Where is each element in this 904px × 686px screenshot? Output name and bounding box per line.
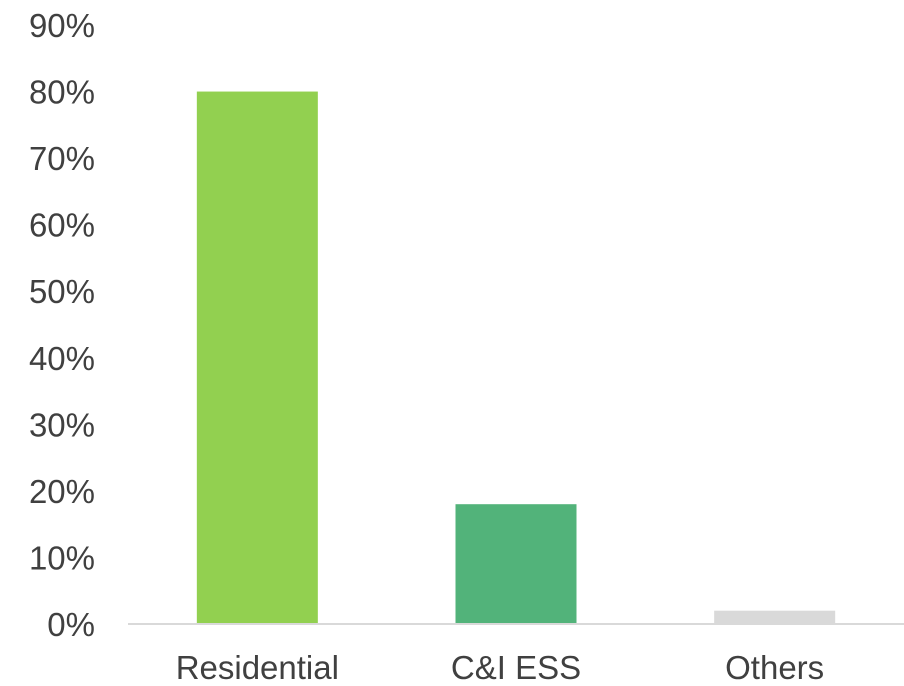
y-tick-label: 20%	[29, 473, 95, 510]
y-tick-label: 80%	[29, 74, 95, 111]
bar-c-i-ess	[455, 504, 577, 624]
y-tick-label: 60%	[29, 207, 95, 244]
y-tick-label: 70%	[29, 140, 95, 177]
y-tick-label: 30%	[29, 406, 95, 443]
bars	[196, 91, 836, 625]
y-tick-label: 10%	[29, 539, 95, 576]
bar-others	[714, 610, 836, 624]
y-tick-label: 50%	[29, 273, 95, 310]
x-tick-label: C&I ESS	[451, 649, 581, 686]
bar-residential	[196, 91, 318, 625]
y-tick-label: 90%	[29, 7, 95, 44]
x-axis-labels: Residential C&I ESS Others	[176, 649, 824, 686]
x-tick-label: Residential	[176, 649, 339, 686]
y-tick-label: 40%	[29, 340, 95, 377]
x-tick-label: Others	[725, 649, 824, 686]
y-tick-label: 0%	[47, 606, 95, 643]
y-axis-ticks: 0% 10% 20% 30% 40% 50% 60% 70% 80% 90%	[29, 7, 95, 643]
